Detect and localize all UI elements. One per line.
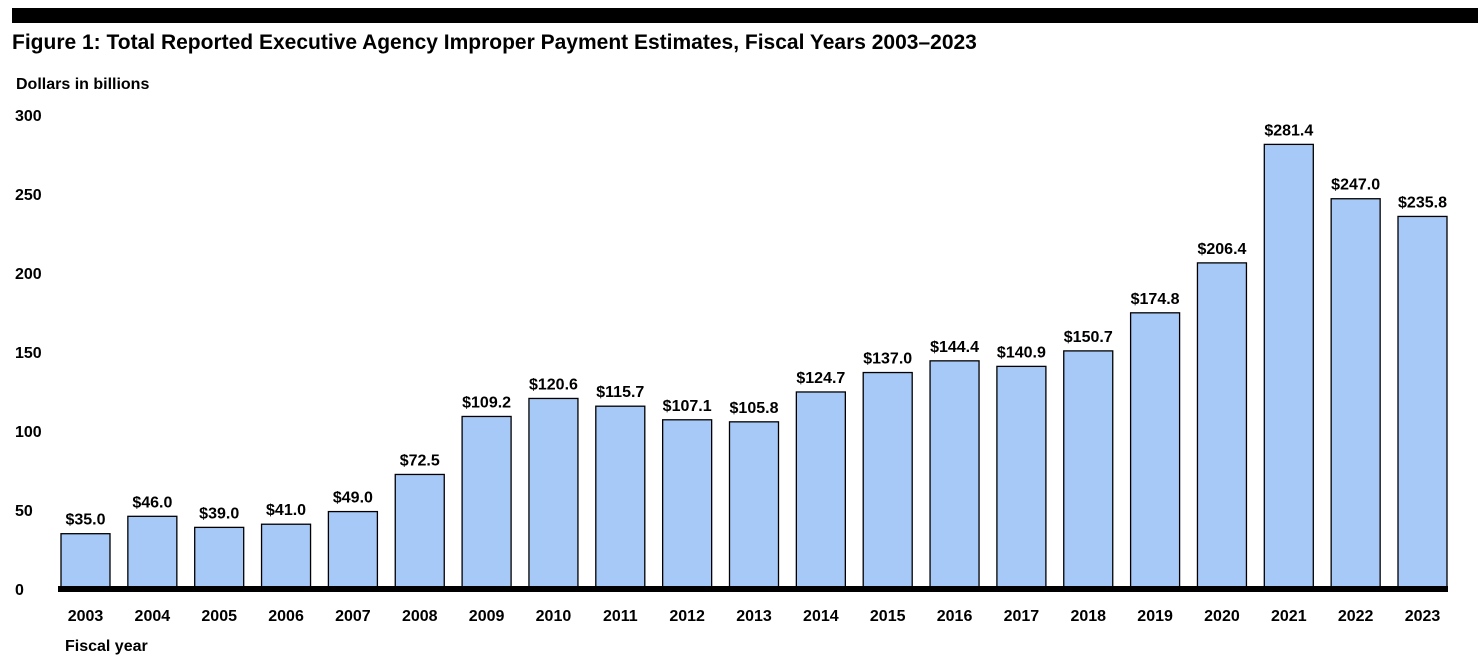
x-tick-label: 2006 [268,608,304,625]
data-label: $115.7 [596,384,644,401]
x-tick-label: 2012 [669,608,705,625]
x-tick-label: 2022 [1338,608,1374,625]
y-tick-label: 200 [15,266,42,283]
x-tick-label: 2015 [870,608,906,625]
data-label: $206.4 [1197,241,1246,258]
y-tick-label: 300 [15,108,42,125]
data-label: $174.8 [1131,291,1180,308]
data-label: $39.0 [199,505,239,522]
x-tick-label: 2014 [803,608,839,625]
bar [862,371,913,590]
x-tick-label: 2009 [469,608,505,625]
data-label: $105.8 [730,400,779,417]
y-tick-label: 250 [15,187,42,204]
bar [461,415,512,590]
x-tick-label: 2021 [1271,608,1307,625]
bar [728,421,780,590]
bar [1330,198,1381,590]
data-label: $137.0 [863,351,912,368]
data-label: $150.7 [1064,329,1113,346]
data-label: $35.0 [65,512,105,529]
bar [394,473,445,590]
x-tick-label: 2004 [135,608,171,625]
x-axis-baseline [58,586,1448,592]
bar [1196,262,1248,590]
x-tick-label: 2005 [201,608,237,625]
data-label: $109.2 [462,394,511,411]
bar [996,365,1047,590]
data-label: $120.6 [529,376,578,393]
bar [1129,312,1181,590]
x-tick-label: 2023 [1405,608,1441,625]
y-tick-label: 50 [15,503,33,520]
bar [1063,350,1114,590]
data-label: $247.0 [1331,177,1380,194]
x-tick-label: 2017 [1004,608,1040,625]
bar [662,419,713,590]
x-tick-label: 2008 [402,608,438,625]
x-tick-label: 2010 [536,608,572,625]
bar [929,360,980,590]
x-axis-label: Fiscal year [65,638,148,655]
bar [327,510,379,590]
bar [127,515,178,590]
data-label: $72.5 [400,452,440,469]
bar [194,526,245,590]
y-tick-label: 0 [15,582,24,599]
x-tick-label: 2011 [603,608,638,625]
y-tick-label: 150 [15,345,42,362]
x-tick-label: 2020 [1204,608,1240,625]
x-tick-label: 2018 [1070,608,1106,625]
data-label: $41.0 [266,502,306,519]
data-label: $49.0 [333,490,373,507]
x-tick-label: 2007 [335,608,371,625]
data-label: $281.4 [1264,122,1313,139]
bar [1263,143,1314,590]
data-label: $140.9 [997,344,1046,361]
data-label: $235.8 [1398,194,1447,211]
y-tick-label: 100 [15,424,42,441]
x-tick-label: 2003 [68,608,104,625]
data-label: $107.1 [663,398,712,415]
data-label: $144.4 [930,339,979,356]
x-tick-label: 2013 [736,608,772,625]
x-tick-label: 2019 [1137,608,1173,625]
bar [595,405,646,590]
bar [795,391,846,590]
bar [260,523,312,590]
y-axis-label: Dollars in billions [16,76,150,93]
x-tick-label: 2016 [937,608,973,625]
data-label: $46.0 [132,494,172,511]
chart-title: Figure 1: Total Reported Executive Agenc… [12,31,977,54]
bar [60,533,111,590]
bar [528,397,579,590]
bar [1397,215,1448,590]
data-label: $124.7 [796,370,845,387]
header-rule [12,8,1478,23]
